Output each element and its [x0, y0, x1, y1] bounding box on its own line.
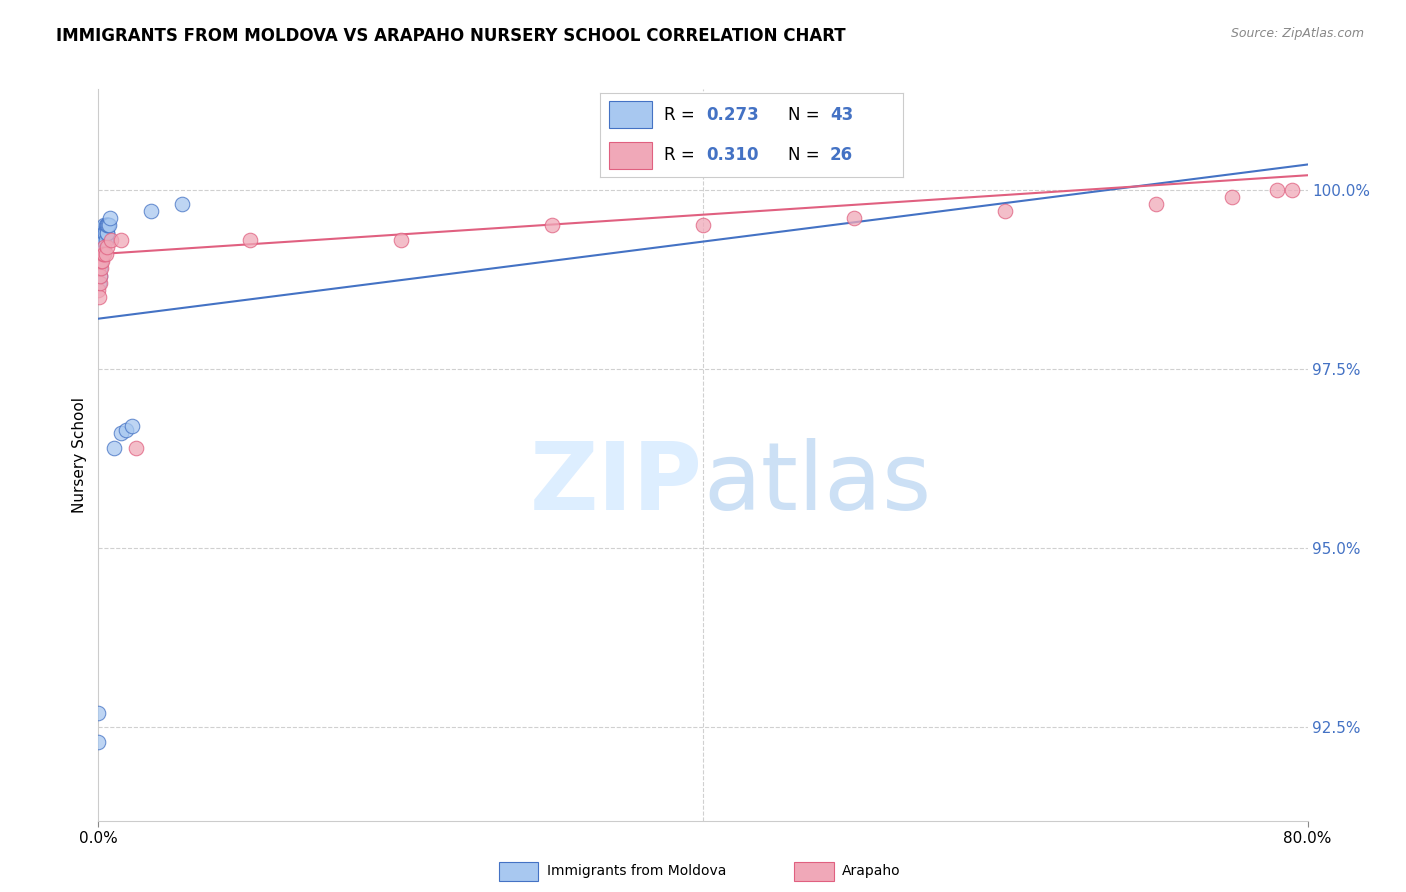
Point: [125, 441, 148, 455]
Point: [540, 219, 562, 233]
Point: [1144, 197, 1167, 211]
Point: [103, 441, 125, 455]
Point: [110, 233, 132, 247]
Point: [90, 254, 112, 268]
Point: [93, 233, 115, 247]
Point: [91, 226, 114, 240]
Point: [96, 240, 118, 254]
Point: [141, 204, 163, 219]
Point: [90, 226, 112, 240]
Text: 26: 26: [830, 146, 853, 164]
Point: [90, 254, 112, 268]
Text: atlas: atlas: [703, 438, 931, 530]
Point: [170, 197, 193, 211]
Text: R =: R =: [664, 146, 700, 164]
Text: 0.310: 0.310: [706, 146, 758, 164]
Point: [96, 226, 118, 240]
Point: [89, 261, 111, 276]
Point: [89, 268, 111, 283]
FancyBboxPatch shape: [609, 102, 651, 128]
Point: [96, 226, 118, 240]
Point: [98, 219, 121, 233]
Text: N =: N =: [787, 106, 824, 124]
Point: [89, 247, 111, 261]
Text: 43: 43: [830, 106, 853, 124]
Text: 0.273: 0.273: [706, 106, 759, 124]
Point: [1220, 190, 1243, 204]
Point: [121, 419, 143, 434]
Text: ZIP: ZIP: [530, 438, 703, 530]
Point: [89, 247, 111, 261]
Point: [114, 423, 136, 437]
Point: [93, 247, 115, 261]
Point: [94, 247, 117, 261]
Point: [87, 706, 110, 720]
Point: [90, 233, 112, 247]
Point: [90, 261, 112, 276]
Point: [91, 233, 114, 247]
Point: [98, 211, 121, 226]
Point: [844, 211, 866, 226]
Point: [100, 233, 122, 247]
Point: [89, 254, 111, 268]
Y-axis label: Nursery School: Nursery School: [72, 397, 87, 513]
Point: [89, 240, 111, 254]
Point: [87, 261, 110, 276]
Point: [90, 240, 112, 254]
Point: [94, 226, 117, 240]
Point: [90, 233, 112, 247]
Text: R =: R =: [664, 106, 700, 124]
Point: [93, 219, 115, 233]
Point: [90, 240, 112, 254]
Point: [89, 240, 111, 254]
Point: [93, 240, 115, 254]
Point: [90, 254, 112, 268]
Point: [89, 254, 111, 268]
Text: Immigrants from Moldova: Immigrants from Moldova: [547, 864, 727, 879]
Point: [692, 219, 714, 233]
Point: [96, 219, 118, 233]
Point: [91, 247, 114, 261]
Point: [1267, 183, 1289, 197]
Point: [94, 219, 117, 233]
Point: [87, 735, 110, 749]
Point: [97, 219, 120, 233]
Point: [96, 219, 118, 233]
Point: [89, 268, 111, 283]
Point: [994, 204, 1017, 219]
Point: [93, 233, 115, 247]
Point: [89, 276, 111, 290]
Point: [89, 290, 111, 304]
FancyBboxPatch shape: [609, 142, 651, 169]
Point: [93, 226, 115, 240]
Point: [239, 233, 262, 247]
Text: N =: N =: [787, 146, 824, 164]
Text: Arapaho: Arapaho: [842, 864, 901, 879]
Point: [89, 276, 111, 290]
Point: [94, 233, 117, 247]
Text: IMMIGRANTS FROM MOLDOVA VS ARAPAHO NURSERY SCHOOL CORRELATION CHART: IMMIGRANTS FROM MOLDOVA VS ARAPAHO NURSE…: [56, 27, 846, 45]
Point: [110, 426, 132, 441]
Point: [91, 240, 114, 254]
Point: [91, 233, 114, 247]
Point: [90, 247, 112, 261]
Text: Source: ZipAtlas.com: Source: ZipAtlas.com: [1230, 27, 1364, 40]
Point: [87, 283, 110, 297]
Point: [1281, 183, 1303, 197]
Point: [91, 226, 114, 240]
Point: [389, 233, 412, 247]
